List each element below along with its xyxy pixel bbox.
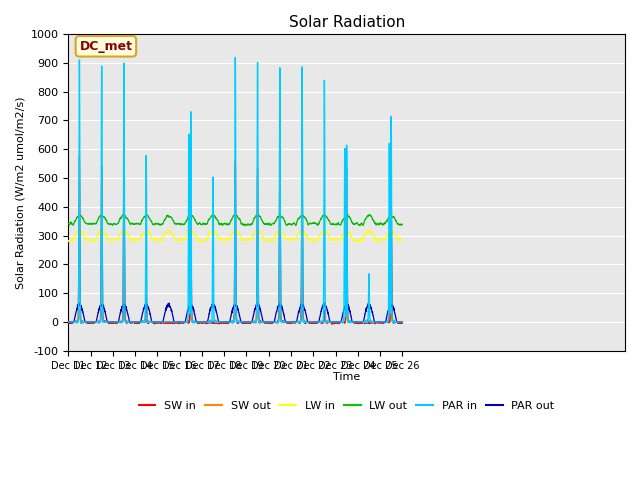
Y-axis label: Solar Radiation (W/m2 umol/m2/s): Solar Radiation (W/m2 umol/m2/s) bbox=[15, 96, 25, 288]
X-axis label: Time: Time bbox=[333, 372, 360, 382]
Text: DC_met: DC_met bbox=[79, 40, 132, 53]
Legend: SW in, SW out, LW in, LW out, PAR in, PAR out: SW in, SW out, LW in, LW out, PAR in, PA… bbox=[134, 396, 559, 415]
Title: Solar Radiation: Solar Radiation bbox=[289, 15, 404, 30]
